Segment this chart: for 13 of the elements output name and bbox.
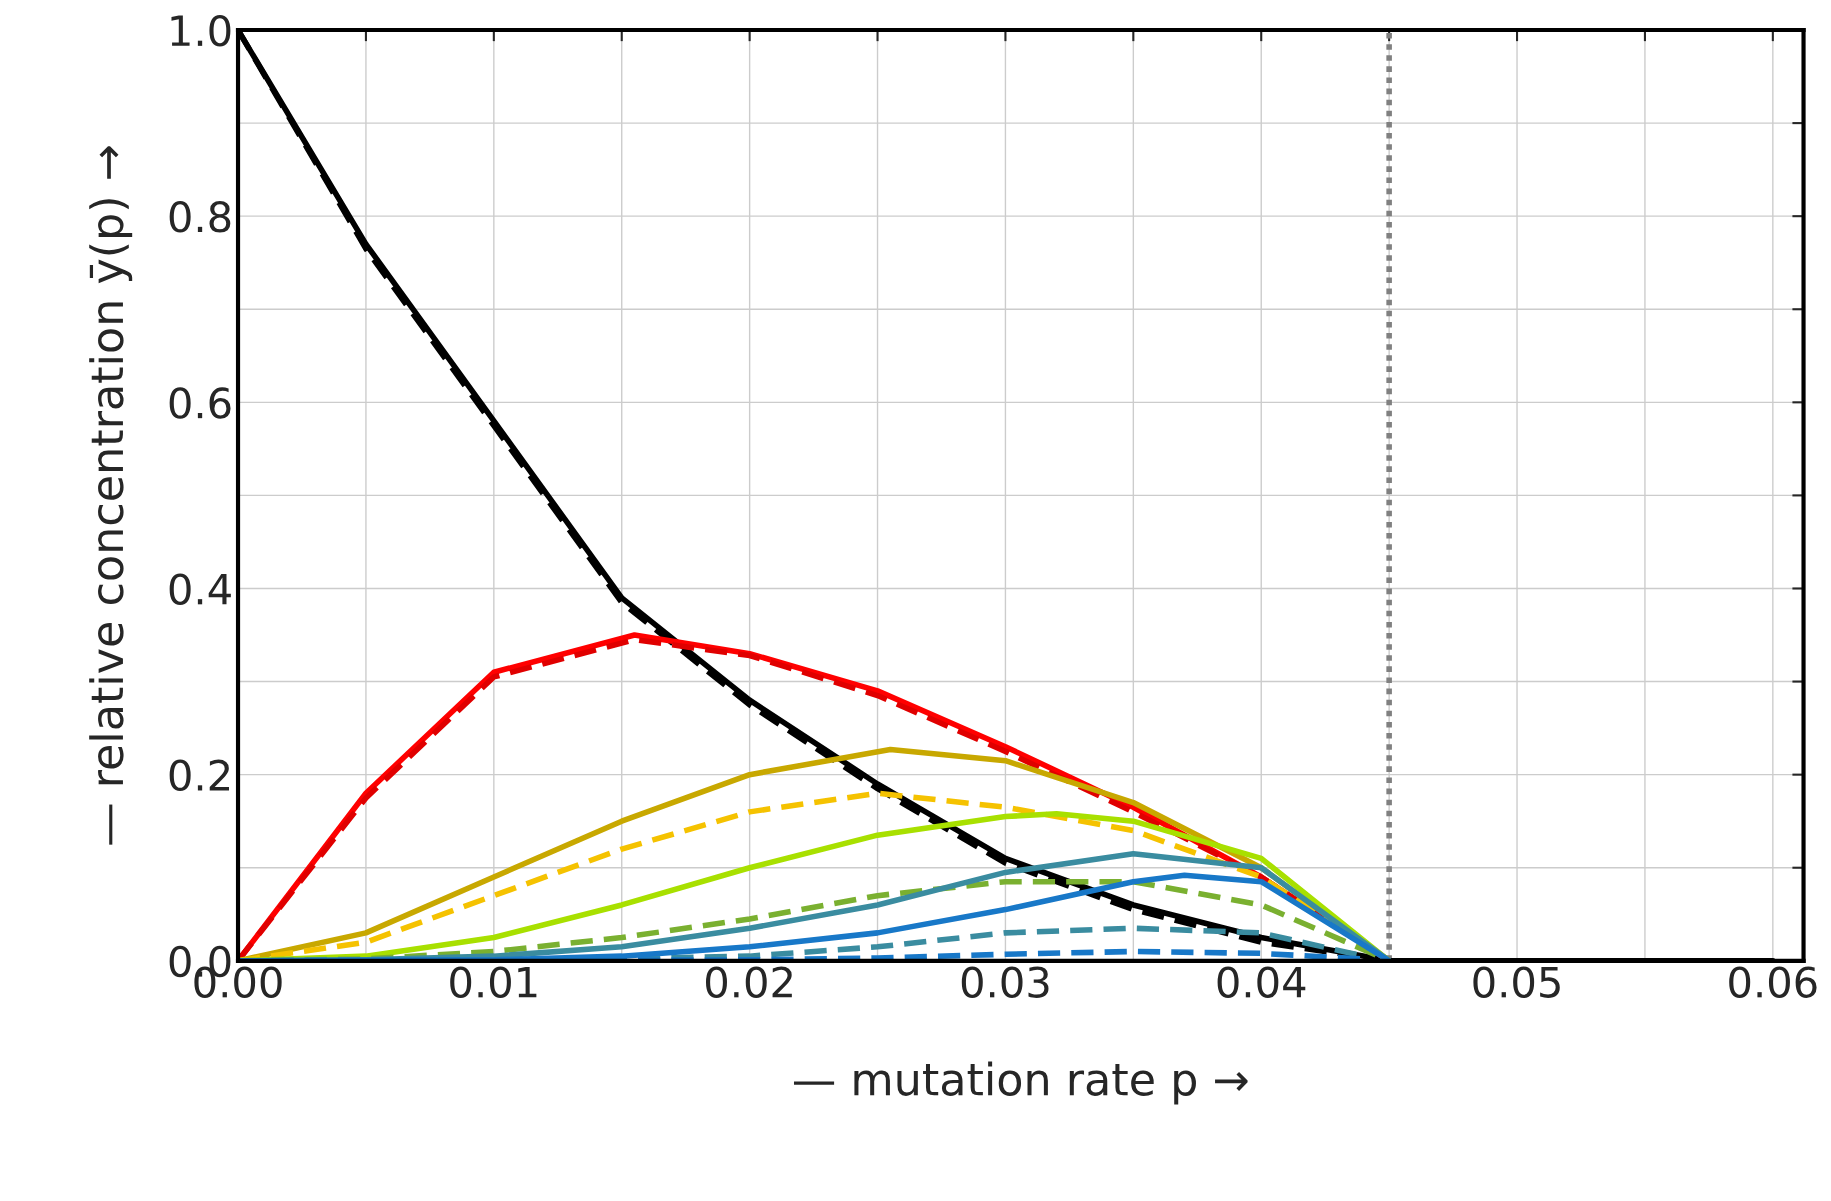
x-tick-label: 0.01 xyxy=(450,966,537,998)
y-axis-title: — relative concentration ȳ(p) → xyxy=(89,146,133,845)
x-tick-label: 0.03 xyxy=(961,966,1049,998)
x-tick-label: 0.05 xyxy=(1473,966,1560,998)
x-tick-label: 0.02 xyxy=(705,966,792,998)
x-axis-title: — mutation rate p → xyxy=(793,1061,1248,1105)
x-tick-label: 0.04 xyxy=(1217,966,1306,998)
y-tick-label: 0.6 xyxy=(169,387,231,419)
y-tick-label: 1.0 xyxy=(171,14,231,47)
y-tick-label: 0.2 xyxy=(169,759,229,792)
x-tick-label: 0.06 xyxy=(1729,966,1817,998)
y-tick-label: 0.4 xyxy=(169,573,231,605)
y-tick-label: 0.8 xyxy=(169,201,231,233)
